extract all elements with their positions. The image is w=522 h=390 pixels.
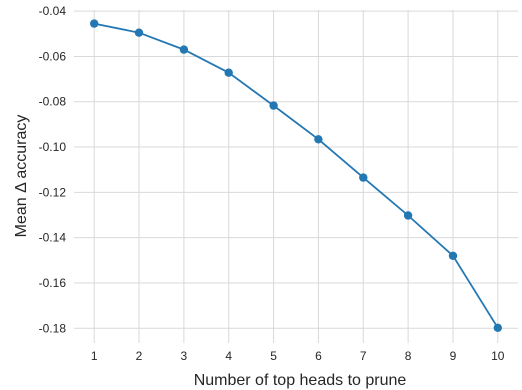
data-point [314,135,323,144]
data-point [448,251,458,260]
x-tick-label: 8 [405,349,412,363]
data-point [179,45,189,54]
y-tick-labels: -0.04 -0.06 -0.08 -0.10 -0.12 -0.14 -0.16 -0.18 [39,4,67,335]
x-tick-label: 5 [270,349,277,363]
x-tick-label: 3 [181,349,188,363]
y-tick-label: -0.12 [39,185,67,199]
data-point [134,28,144,37]
x-tick-label: 1 [91,349,98,363]
x-tick-labels: 1 2 3 4 5 6 7 8 9 10 [91,349,505,363]
x-tick-label: 4 [225,349,232,363]
x-tick-label: 2 [136,349,143,363]
data-points [90,19,502,332]
y-tick-label: -0.16 [39,276,67,290]
x-tick-label: 6 [315,349,322,363]
data-point [359,173,368,182]
data-point [269,101,278,110]
y-tick-label: -0.08 [39,95,67,109]
y-axis-label: Mean Δ accuracy [13,115,30,238]
y-tick-label: -0.14 [39,231,67,245]
series-line [94,22,499,329]
y-tick-label: -0.04 [39,4,67,18]
y-tick-label: -0.10 [39,140,67,154]
grid [74,10,518,343]
data-point [403,211,413,220]
data-point [493,323,502,332]
x-tick-label: 10 [491,349,505,363]
data-point [224,68,233,77]
x-axis-label: Number of top heads to prune [194,372,407,389]
y-tick-label: -0.06 [39,49,67,63]
data-point [90,19,99,28]
x-tick-label: 9 [450,349,457,363]
x-tick-label: 7 [360,349,367,363]
y-tick-label: -0.18 [39,321,67,335]
plot-area [74,10,518,343]
